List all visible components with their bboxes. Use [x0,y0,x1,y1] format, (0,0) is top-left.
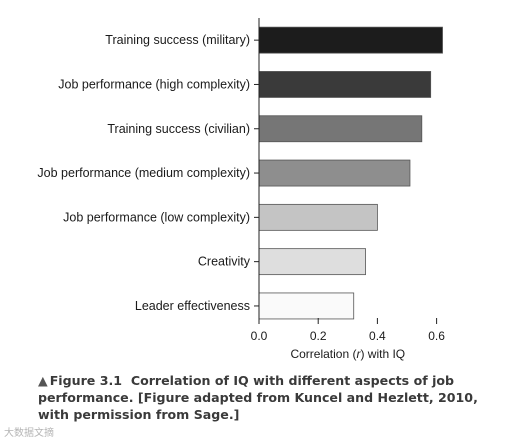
category-label: Job performance (high complexity) [58,77,250,91]
x-tick-label: 0.2 [310,329,327,343]
category-label: Job performance (medium complexity) [37,166,250,180]
bar [258,159,411,187]
figure-caption: ▲ Figure 3.1 Correlation of IQ with diffe… [38,372,478,423]
bar [258,248,366,276]
bar [258,71,432,98]
category-label: Training success (military) [105,33,250,47]
triangle-icon: ▲ [38,373,48,388]
category-label: Job performance (low complexity) [63,210,250,224]
bar [258,292,355,320]
category-label: Leader effectiveness [135,299,250,313]
bar [258,115,423,143]
category-label: Creativity [198,255,251,269]
category-label: Training success (civilian) [107,122,250,136]
bar [258,26,443,54]
bar [258,203,378,231]
x-tick-label: 0.4 [369,329,386,343]
caption-label: Figure 3.1 [49,373,123,388]
x-tick-label: 0.6 [428,329,445,343]
caption-text: Correlation of IQ with different aspects… [38,373,478,422]
x-tick-label: 0.0 [251,329,268,343]
watermark: 大数据文摘 [4,428,54,439]
x-axis-label: Correlation (r) with IQ [290,347,405,361]
